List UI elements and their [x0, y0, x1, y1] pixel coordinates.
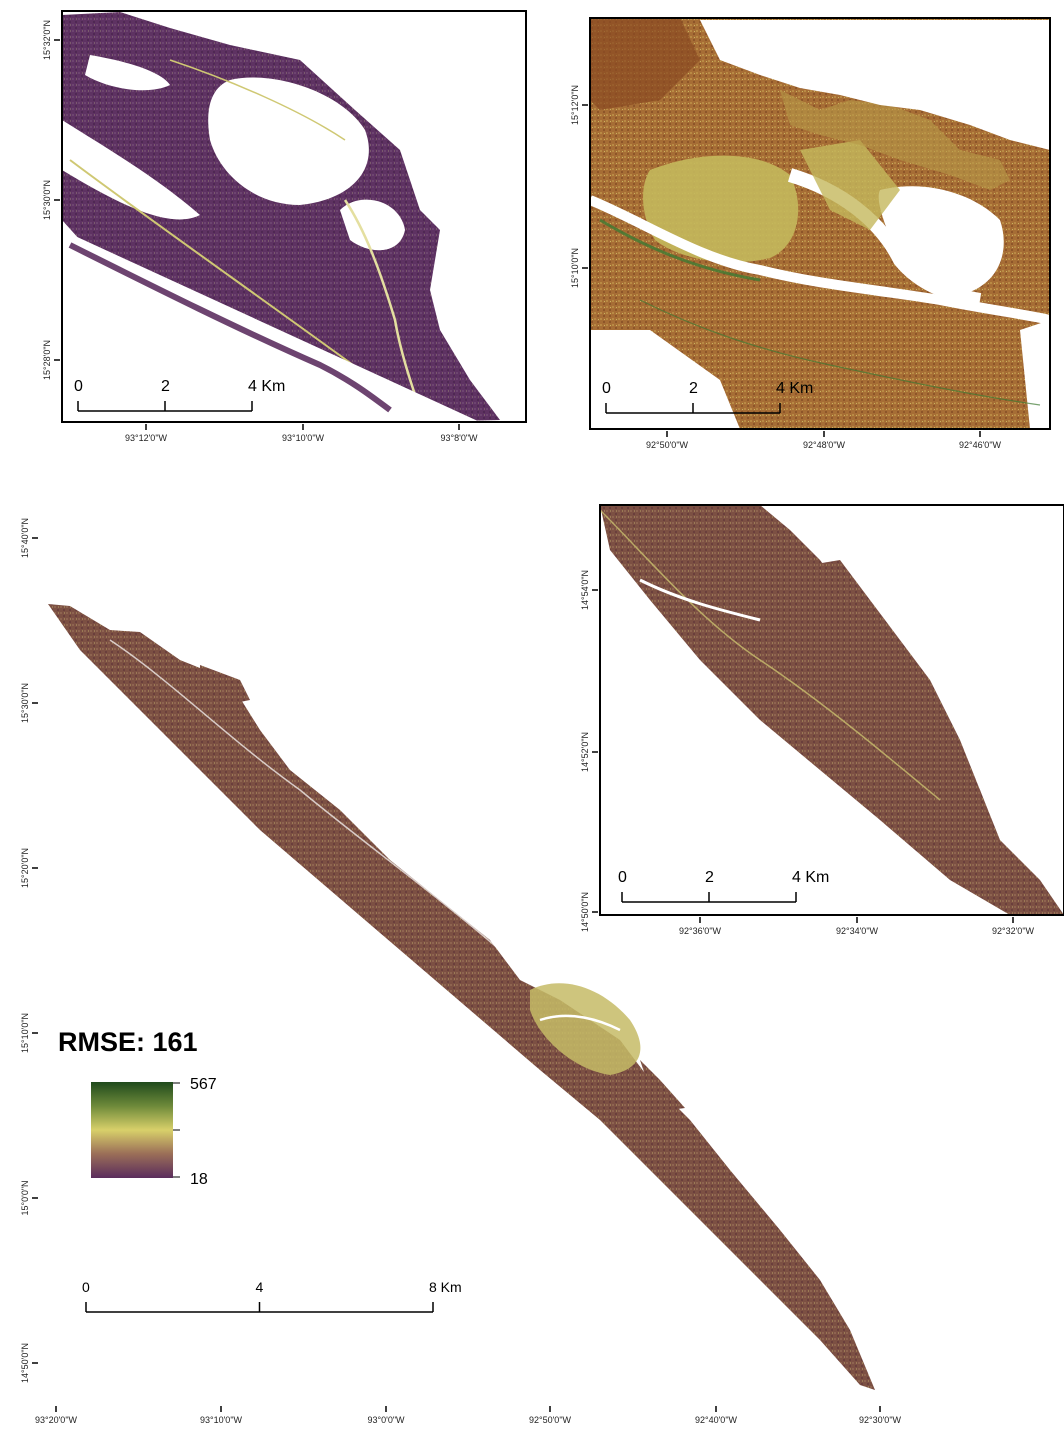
lon-tick-label: 92°40'0"W [695, 1415, 738, 1425]
inset-3-frame [599, 504, 1064, 916]
inset-map-2: 15°12'0"N15°10'0"N 92°50'0"W 92°48'0"W 92°… [570, 17, 1051, 450]
lat-tick-label: 15°20'0"N [20, 848, 30, 888]
inset-1-scale-bar: 0 2 4 Km [74, 378, 285, 412]
inset-2-raster [590, 18, 1050, 429]
lat-tick-label: 14°50'0"N [20, 1343, 30, 1383]
main-lat-ticks: 15°40'0"N 15°30'0"N 15°20'0"N 15°10'0"N 15°0… [20, 518, 38, 1383]
inset-2-lat-ticks: 15°12'0"N 15°10'0"N [570, 85, 588, 288]
scale-label: 4 [256, 1279, 264, 1295]
lon-tick-label: 92°50'0"W [646, 440, 689, 450]
inset-3-raster [600, 505, 1064, 915]
lon-tick-label: 92°48'0"W [803, 440, 846, 450]
lon-tick-label: 93°0'0"W [367, 1415, 405, 1425]
lat-tick-label: 15°12'0"N [570, 85, 580, 125]
scale-label: 4 Km [792, 869, 829, 886]
lon-tick-label: 93°10'0"W [200, 1415, 243, 1425]
inset-3-lat-ticks: 14°54'0"N 14°52'0"N 14°50'0"N [580, 570, 598, 932]
lon-tick-label: 92°32'0"W [992, 926, 1035, 936]
inset-1-frame [61, 10, 527, 423]
lat-tick-label: 15°32'0"N [42, 20, 52, 60]
lat-tick-label: 15°28'0"N [42, 340, 52, 380]
lon-tick-label: 93°8'0"W [440, 433, 478, 443]
lat-tick-label: 15°30'0"N [42, 180, 52, 220]
inset-1-lat-ticks: 15°32'0"N 15°30'0"N 15°28'0"N [42, 20, 60, 380]
inset-map-3: 14°54'0"N14°52'0"N14°50'0"N 92°36'0"W 92°… [580, 504, 1064, 936]
rmse-label: RMSE: 161 [58, 1027, 198, 1057]
lat-tick-label: 14°50'0"N [580, 892, 590, 932]
scale-label: 0 [618, 869, 627, 886]
inset-1-lon-ticks: 93°12'0"W 93°10'0"W 93°8'0"W [125, 424, 478, 443]
lon-tick-label: 93°10'0"W [282, 433, 325, 443]
scale-label: 4 Km [776, 380, 813, 397]
legend-min-label: 18 [190, 1171, 208, 1188]
lat-tick-label: 14°54'0"N [580, 570, 590, 610]
scale-label: 8 Km [429, 1279, 462, 1295]
lat-tick-label: 15°10'0"N [20, 1013, 30, 1053]
scale-label: 4 Km [248, 378, 285, 395]
main-map: 15°40'0"N 15°30'0"N 15°20'0"N 15°10'0"N 15°0… [20, 518, 902, 1425]
inset-3-lon-ticks: 92°36'0"W 92°34'0"W 92°32'0"W [679, 917, 1035, 936]
lon-tick-label: 92°34'0"W [836, 926, 879, 936]
legend-max-label: 567 [190, 1076, 217, 1093]
inset-2-lon-ticks: 92°50'0"W 92°48'0"W 92°46'0"W [646, 431, 1002, 450]
legend: 567 18 [91, 1076, 217, 1188]
scale-label: 2 [689, 380, 698, 397]
lon-tick-label: 93°12'0"W [125, 433, 168, 443]
inset-2-scale-bar: 0 2 4 Km [602, 380, 813, 414]
scale-label: 2 [705, 869, 714, 886]
inset-2-frame [589, 17, 1051, 430]
lon-tick-label: 93°20'0"W [35, 1415, 78, 1425]
lat-tick-label: 15°40'0"N [20, 518, 30, 558]
inset-3-scale-bar: 0 2 4 Km [618, 869, 829, 903]
inset-1-raster [62, 12, 500, 422]
inset-map-1: 15°32'0"N15°30'0"N15°28'0"N 93°12'0"W 93°… [42, 10, 527, 443]
main-lon-ticks: 93°20'0"W 93°10'0"W 93°0'0"W 92°50'0"W 92°40… [35, 1406, 902, 1425]
scale-label: 0 [82, 1279, 90, 1295]
lon-tick-label: 92°30'0"W [859, 1415, 902, 1425]
lon-tick-label: 92°46'0"W [959, 440, 1002, 450]
scale-label: 0 [602, 380, 611, 397]
scale-label: 2 [161, 378, 170, 395]
main-scale-bar: 0 4 8 Km [82, 1279, 462, 1313]
lat-tick-label: 14°52'0"N [580, 732, 590, 772]
lat-tick-label: 15°30'0"N [20, 683, 30, 723]
lon-tick-label: 92°36'0"W [679, 926, 722, 936]
scale-label: 0 [74, 378, 83, 395]
lat-tick-label: 15°0'0"N [20, 1180, 30, 1215]
lat-tick-label: 15°10'0"N [570, 248, 580, 288]
lon-tick-label: 92°50'0"W [529, 1415, 572, 1425]
legend-color-ramp [91, 1082, 173, 1178]
